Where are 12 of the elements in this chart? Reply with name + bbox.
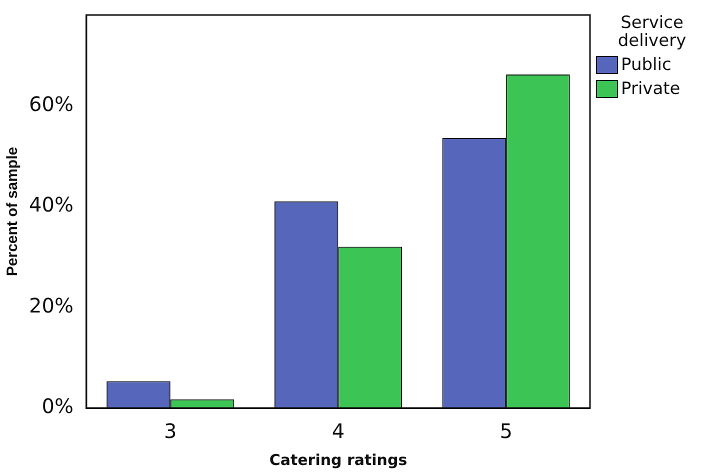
legend-label: Public [621, 55, 672, 75]
x-tick-label: 4 [332, 419, 345, 444]
x-tick-label: 5 [500, 419, 512, 444]
y-axis-title: Percent of sample [4, 146, 22, 276]
legend-title: Service delivery [616, 13, 688, 51]
y-tick-label: 0% [42, 394, 74, 418]
x-tick-label: 3 [164, 419, 177, 444]
legend-label: Private [621, 79, 680, 99]
y-tick-label: 60% [29, 92, 74, 116]
x-axis-title: Catering ratings [269, 450, 408, 469]
y-tick-label: 20% [29, 293, 74, 318]
y-tick-label: 40% [29, 192, 74, 217]
